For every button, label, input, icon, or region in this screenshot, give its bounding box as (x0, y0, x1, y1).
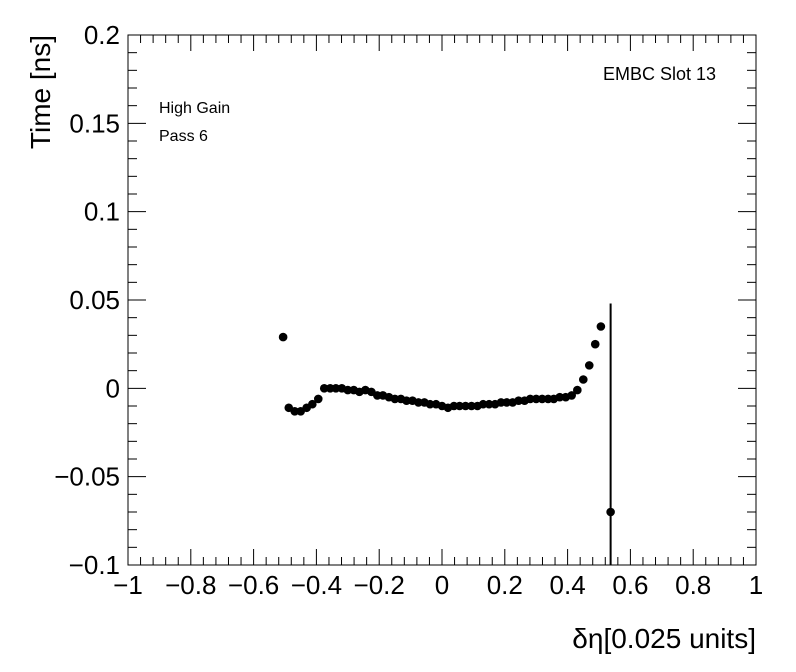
data-point (579, 375, 588, 384)
x-tick-label: 0.2 (487, 570, 523, 600)
x-tick-label: −0.4 (291, 570, 342, 600)
y-axis-title: Time [ns] (25, 35, 56, 149)
data-point (484, 399, 494, 409)
x-tick-label: −0.6 (228, 570, 279, 600)
data-point (590, 339, 600, 349)
data-point (502, 398, 511, 407)
y-tick-label: −0.05 (54, 462, 120, 492)
data-point (531, 394, 541, 404)
data-point (537, 394, 547, 404)
data-point (514, 396, 523, 406)
annotation-slot: EMBC Slot 13 (603, 64, 716, 84)
axis-ticks (127, 34, 757, 566)
x-tick-labels: −1 −0.8 −0.6 −0.4 −0.2 0 0.2 0.4 0.6 0.8 1 (113, 570, 763, 600)
data-point (308, 399, 317, 409)
y-tick-label: 0.1 (84, 197, 120, 227)
data-point (319, 384, 329, 393)
y-tick-labels: −0.1 −0.05 0 0.05 0.1 0.15 0.2 (54, 20, 120, 580)
data-point (467, 401, 476, 411)
data-point (606, 507, 615, 517)
data-point (414, 398, 423, 407)
annotation-high-gain: High Gain (159, 100, 230, 117)
data-point (313, 394, 323, 404)
annotation-pass: Pass 6 (159, 128, 208, 145)
data-point (478, 399, 488, 409)
data-point (331, 384, 341, 393)
x-axis-title: δη[0.025 units] (572, 623, 756, 654)
y-tick-label: 0.05 (69, 285, 120, 315)
x-tick-label: 1 (749, 570, 763, 600)
y-tick-label: 0.15 (69, 108, 120, 138)
y-tick-label: 0 (106, 373, 120, 403)
data-point (567, 391, 576, 400)
data-point (390, 394, 400, 404)
data-point (455, 401, 464, 411)
x-tick-label: −1 (113, 570, 143, 600)
x-tick-label: 0.6 (612, 570, 648, 600)
x-tick-label: 0.8 (675, 570, 711, 600)
y-tick-label: 0.2 (84, 20, 120, 50)
data-points (278, 322, 615, 517)
y-tick-label: −0.1 (69, 550, 120, 580)
data-point (596, 322, 606, 331)
x-tick-label: 0 (435, 570, 449, 600)
data-point (525, 394, 535, 404)
x-tick-label: 0.4 (550, 570, 586, 600)
data-point (425, 399, 435, 409)
data-point (402, 396, 411, 406)
data-point (278, 332, 288, 342)
data-point (573, 385, 582, 395)
x-tick-label: −0.2 (354, 570, 405, 600)
data-point (461, 401, 470, 411)
x-tick-label: −0.8 (165, 570, 216, 600)
data-point (343, 385, 353, 395)
data-point (584, 361, 594, 370)
data-point (555, 392, 565, 402)
data-point (290, 407, 300, 416)
